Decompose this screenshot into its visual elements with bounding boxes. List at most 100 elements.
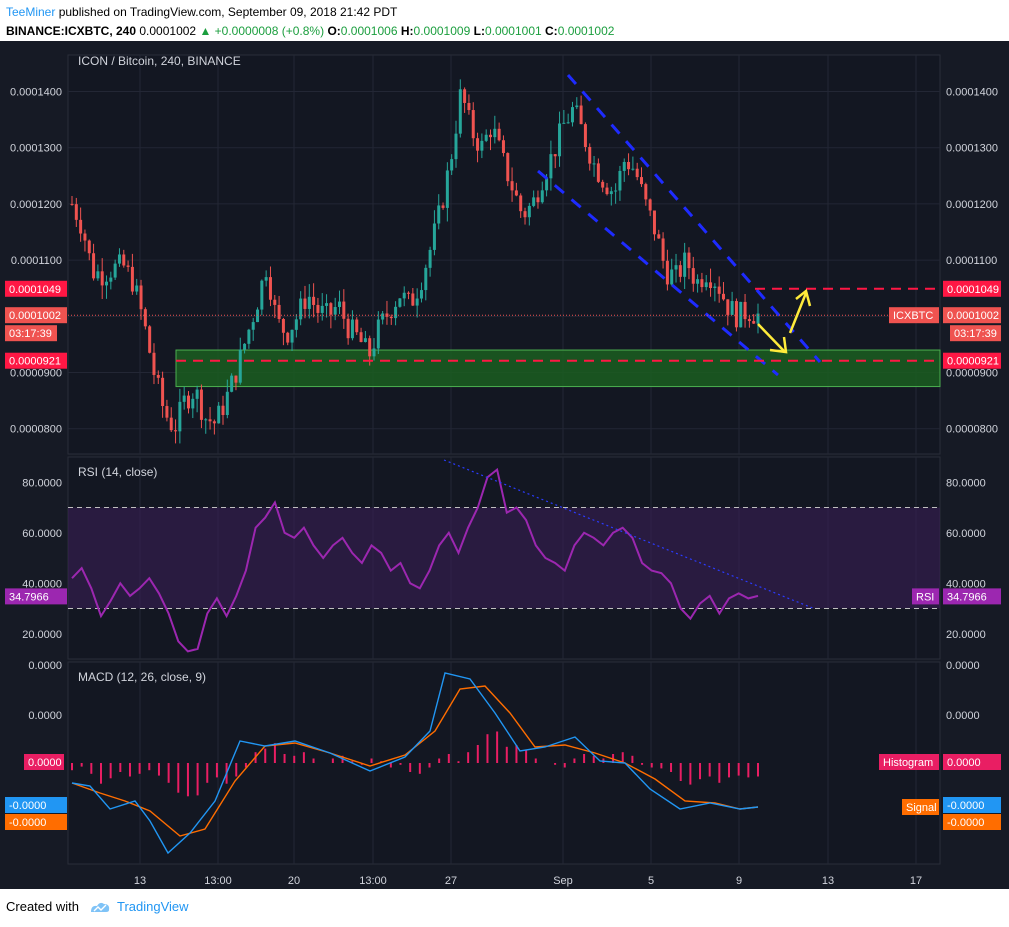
candle-body — [627, 161, 631, 170]
candle-body — [256, 309, 260, 323]
candle-body — [489, 134, 493, 138]
macd-value-tag-right-bg — [943, 797, 1001, 813]
candle-body — [368, 338, 372, 357]
histogram-value-tag-right-bg — [943, 754, 1001, 770]
candle-body — [683, 252, 687, 277]
candle-body — [450, 159, 454, 171]
candle-body — [243, 343, 247, 350]
candle-body — [156, 374, 160, 378]
macd-pane — [67, 661, 941, 865]
price-axis-tick-right: 0.0001100 — [946, 255, 997, 267]
candle-body — [117, 254, 121, 264]
candle-body — [230, 375, 234, 392]
candle-body — [152, 352, 156, 375]
rsi-value-tag-left: 34.7966 — [9, 591, 49, 603]
macd-axis-tick-left: 0.0000 — [28, 710, 62, 722]
rsi-name-tag-bg — [912, 588, 939, 605]
candle-body — [264, 277, 268, 281]
price-axis-tick-right: 0.0000800 — [946, 424, 998, 436]
publish-line: TeeMiner published on TradingView.com, S… — [6, 3, 614, 22]
candle-body — [661, 238, 665, 261]
signal-name-tag-bg — [902, 799, 939, 815]
candle-body — [337, 301, 341, 308]
last-price-tag-left-bg — [5, 307, 67, 324]
candle-body — [247, 329, 251, 344]
tradingview-link[interactable]: TradingView — [116, 899, 189, 914]
candle-body — [221, 405, 225, 416]
candle-body — [596, 163, 600, 182]
candle-body — [674, 265, 678, 270]
macd-axis-tick-right: 0.0000 — [946, 710, 980, 722]
low-label: L: — [473, 24, 485, 38]
candle-body — [454, 133, 458, 160]
candle-body — [506, 153, 510, 182]
candle-body — [174, 430, 178, 432]
macd-axis-tick-right: 0.0000 — [946, 660, 980, 672]
arrow-down-icon — [757, 323, 785, 352]
chart-frame[interactable]: 13 13:00 20 13:00 27 Sep 5 9 13 17 0.0000800 0.0000… — [0, 41, 1009, 889]
countdown-tag-right: 03:17:39 — [954, 328, 997, 340]
arrow-up-icon — [788, 292, 808, 334]
symbol-tag: ICXBTC — [893, 310, 933, 322]
candle-body — [463, 89, 467, 103]
candle-body — [126, 265, 130, 267]
candle-body — [92, 253, 96, 279]
candle-body — [273, 299, 277, 305]
support-tag-left-bg — [5, 352, 67, 369]
candle-body — [139, 285, 143, 310]
candle-body — [346, 318, 350, 339]
last-price-tag-right: 0.0001002 — [947, 310, 999, 322]
support-tag-right: 0.0000921 — [947, 356, 999, 368]
price-axis-tick-left: 0.0001400 — [10, 87, 62, 99]
candle-body — [445, 170, 449, 208]
candle-body — [640, 177, 644, 185]
candle-body — [143, 309, 147, 327]
candle-body — [713, 286, 717, 289]
macd-value-tag-left: -0.0000 — [9, 800, 46, 812]
candle-body — [208, 419, 212, 422]
x-tick-label: 27 — [445, 875, 457, 887]
candle-body — [312, 296, 316, 305]
chart-header: TeeMiner published on TradingView.com, S… — [6, 3, 614, 41]
candle-body — [376, 319, 380, 349]
candle-body — [178, 401, 182, 432]
candle-body — [605, 187, 609, 195]
support-tag-left: 0.0000921 — [9, 356, 61, 368]
candle-body — [717, 286, 721, 294]
candle-body — [704, 282, 708, 288]
candle-body — [635, 168, 639, 178]
rsi-axis-tick-left: 80.0000 — [22, 477, 62, 489]
candle-body — [441, 205, 445, 208]
support-zone — [175, 349, 941, 388]
candle-body — [204, 419, 208, 421]
support-tag-right-bg — [943, 352, 1001, 369]
candle-body — [579, 105, 583, 125]
candle-body — [87, 240, 91, 254]
candle-body — [631, 168, 635, 170]
candle-body — [307, 296, 311, 309]
candle-body — [299, 298, 303, 320]
price-axis-tick-left: 0.0001300 — [10, 143, 62, 155]
x-tick-label: 13 — [134, 875, 146, 887]
candle-body — [234, 375, 238, 383]
rsi-line — [71, 467, 759, 653]
candle-body — [407, 292, 411, 294]
candle-body — [467, 102, 471, 111]
candle-body — [480, 140, 484, 151]
macd-axis-tick-left: 0.0000 — [28, 660, 62, 672]
candle-body — [510, 181, 514, 191]
candle-body — [523, 211, 527, 218]
candle-body — [687, 252, 691, 269]
candle-body — [212, 421, 216, 424]
candle-body — [648, 199, 652, 211]
candle-body — [182, 395, 186, 402]
signal-name-tag: Signal — [906, 802, 937, 814]
candle-body — [363, 338, 367, 343]
candle-body — [678, 265, 682, 277]
chart-svg[interactable]: 13 13:00 20 13:00 27 Sep 5 9 13 17 0.0000800 0.0000… — [0, 41, 1009, 889]
candle-body — [286, 332, 290, 343]
candle-body — [165, 406, 169, 418]
candle-body — [303, 298, 307, 309]
candle-body — [730, 301, 734, 315]
author-link[interactable]: TeeMiner — [6, 5, 56, 19]
